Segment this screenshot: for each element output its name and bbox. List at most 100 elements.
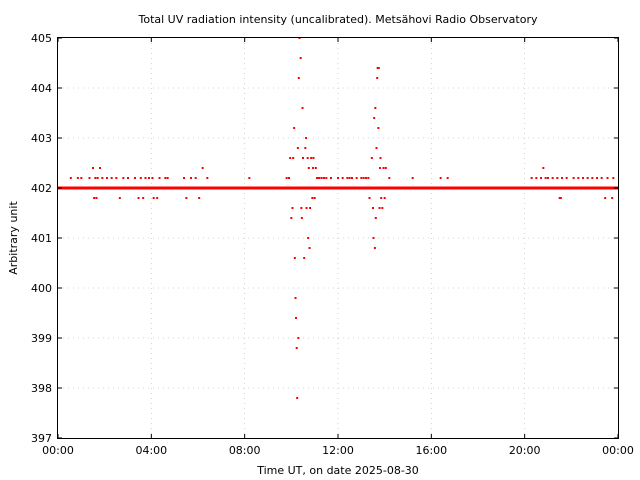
data-point bbox=[551, 177, 554, 179]
data-point bbox=[558, 197, 561, 199]
y-tick-label: 400 bbox=[31, 282, 52, 295]
data-point bbox=[291, 207, 294, 209]
data-point bbox=[299, 57, 302, 59]
data-point bbox=[368, 197, 371, 199]
data-point bbox=[337, 177, 339, 179]
data-point bbox=[292, 157, 295, 159]
data-point bbox=[606, 177, 609, 179]
data-point bbox=[373, 247, 376, 249]
data-point bbox=[183, 177, 185, 179]
data-point bbox=[139, 177, 142, 179]
data-point bbox=[323, 177, 325, 179]
data-point bbox=[305, 207, 308, 209]
x-axis: 00:00 04:00 08:00 12:00 16:00 20:00 00:00 bbox=[42, 38, 634, 457]
data-point bbox=[378, 207, 381, 209]
data-point bbox=[372, 237, 375, 239]
y-tick-label: 401 bbox=[31, 232, 52, 245]
data-point bbox=[586, 177, 589, 179]
data-point bbox=[151, 177, 154, 179]
data-point bbox=[374, 217, 377, 219]
data-point bbox=[611, 197, 614, 199]
data-point bbox=[289, 157, 292, 159]
data-point bbox=[148, 177, 150, 179]
data-point bbox=[115, 177, 118, 179]
data-point bbox=[348, 177, 351, 179]
y-tick-label: 404 bbox=[31, 82, 52, 95]
data-point bbox=[330, 177, 332, 179]
data-point bbox=[95, 197, 98, 199]
data-point bbox=[582, 177, 584, 179]
data-point bbox=[93, 197, 96, 199]
data-point bbox=[383, 197, 386, 199]
y-tick-label: 398 bbox=[31, 382, 52, 395]
data-point bbox=[288, 177, 290, 179]
data-point bbox=[306, 157, 309, 159]
data-point bbox=[304, 147, 307, 149]
data-point bbox=[309, 207, 311, 209]
y-tick-label: 405 bbox=[31, 32, 52, 45]
y-tick-label: 399 bbox=[31, 332, 52, 345]
data-point bbox=[559, 197, 562, 199]
data-point bbox=[152, 197, 155, 199]
data-point bbox=[76, 177, 79, 179]
data-point bbox=[158, 177, 161, 179]
data-point bbox=[297, 77, 300, 79]
data-point bbox=[156, 197, 159, 199]
data-point bbox=[144, 177, 147, 179]
data-point bbox=[370, 157, 373, 159]
data-point bbox=[248, 177, 251, 179]
x-axis-label: Time UT, on date 2025-08-30 bbox=[256, 464, 419, 477]
data-point bbox=[355, 177, 358, 179]
data-point bbox=[296, 397, 299, 399]
data-point bbox=[92, 167, 94, 169]
data-point bbox=[201, 167, 204, 169]
data-point bbox=[612, 177, 615, 179]
data-point bbox=[118, 197, 121, 199]
x-tick-label: 16:00 bbox=[415, 444, 447, 457]
data-point bbox=[316, 177, 318, 179]
data-point bbox=[561, 177, 563, 179]
data-point bbox=[307, 167, 310, 169]
data-point bbox=[295, 347, 298, 349]
data-point bbox=[137, 197, 140, 199]
data-point bbox=[360, 177, 363, 179]
x-tick-label: 00:00 bbox=[42, 444, 74, 457]
data-point bbox=[367, 177, 370, 179]
data-point bbox=[300, 207, 303, 209]
x-tick-label: 08:00 bbox=[229, 444, 261, 457]
data-point bbox=[577, 177, 580, 179]
chart-title: Total UV radiation intensity (uncalibrat… bbox=[138, 13, 538, 26]
data-point bbox=[591, 177, 594, 179]
data-point bbox=[565, 177, 568, 179]
data-point bbox=[446, 177, 449, 179]
data-point bbox=[540, 177, 542, 179]
y-tick-label: 403 bbox=[31, 132, 52, 145]
data-point bbox=[373, 117, 376, 119]
grid bbox=[58, 38, 618, 438]
data-point bbox=[290, 217, 293, 219]
data-point bbox=[303, 257, 306, 259]
data-point bbox=[439, 177, 442, 179]
data-point bbox=[122, 177, 125, 179]
data-point bbox=[101, 177, 104, 179]
data-point bbox=[379, 167, 381, 169]
x-tick-label: 12:00 bbox=[322, 444, 354, 457]
data-point bbox=[293, 127, 296, 129]
data-point bbox=[69, 177, 72, 179]
data-point bbox=[300, 217, 303, 219]
data-point bbox=[294, 297, 297, 299]
data-point bbox=[96, 177, 99, 179]
data-point bbox=[302, 157, 304, 159]
data-point bbox=[134, 177, 136, 179]
data-point bbox=[535, 177, 538, 179]
data-point bbox=[80, 177, 83, 179]
data-point bbox=[544, 177, 547, 179]
data-point bbox=[312, 157, 315, 159]
data-point bbox=[372, 207, 374, 209]
data-point bbox=[377, 127, 380, 129]
data-point bbox=[375, 147, 378, 149]
data-point bbox=[313, 197, 316, 199]
data-point bbox=[310, 157, 313, 159]
data-point bbox=[365, 177, 367, 179]
data-point bbox=[547, 177, 549, 179]
